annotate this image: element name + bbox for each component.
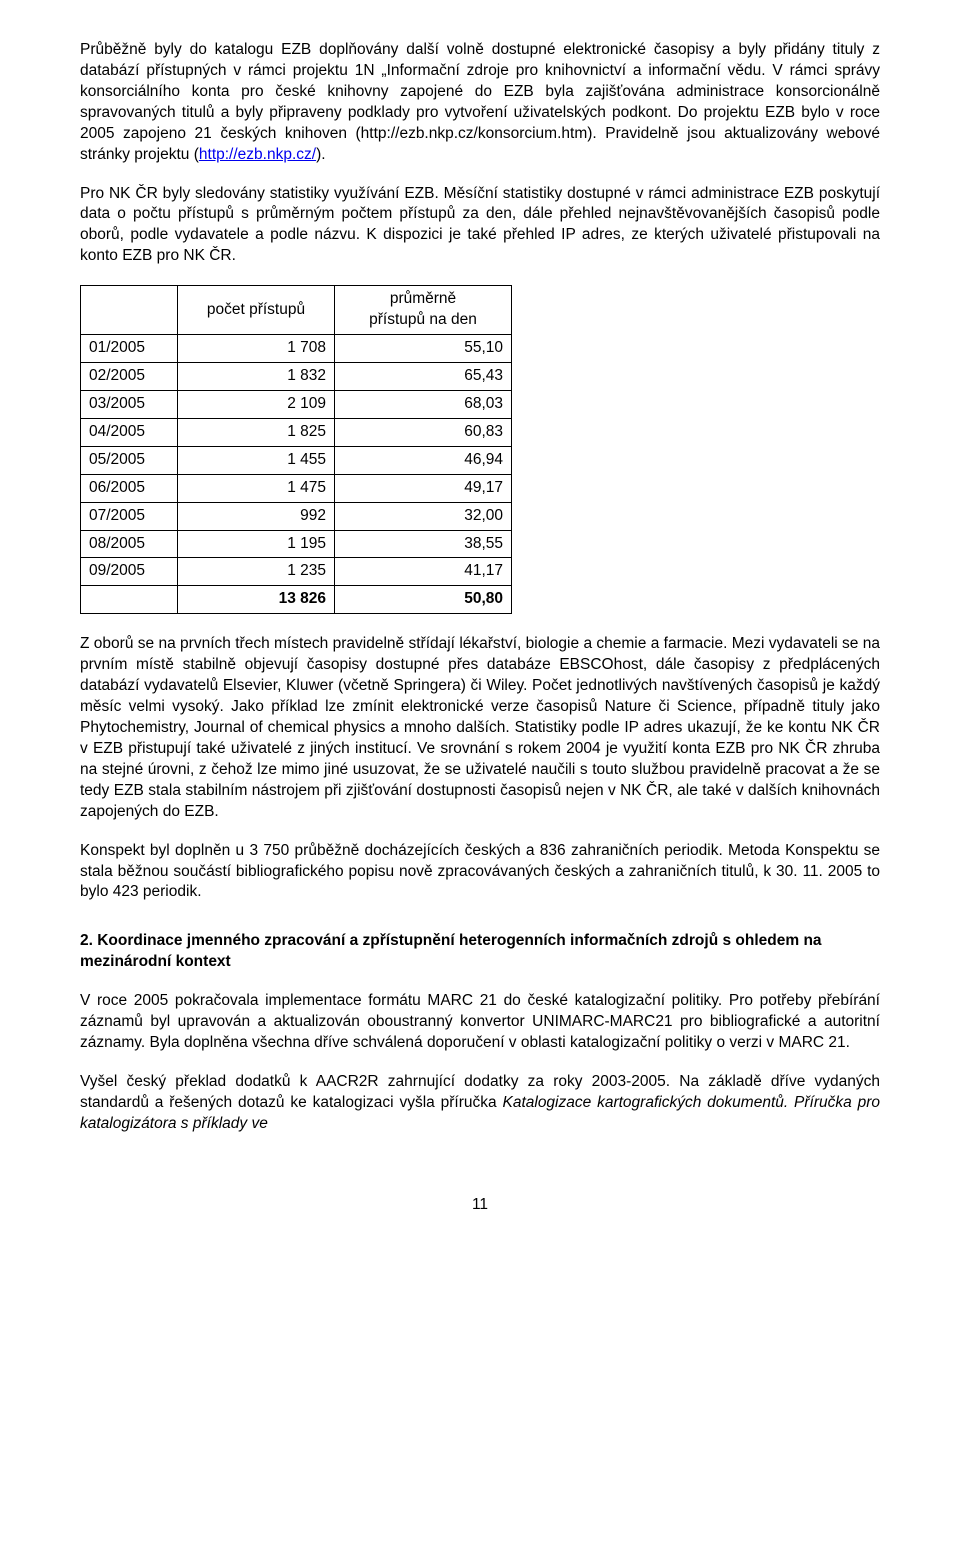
table-row: 04/2005 1 825 60,83	[81, 418, 512, 446]
table-cell-count: 2 109	[178, 390, 335, 418]
table-cell-avg: 68,03	[335, 390, 512, 418]
table-header-row: počet přístupů průměrně přístupů na den	[81, 286, 512, 335]
paragraph-1: Průběžně byly do katalogu EZB doplňovány…	[80, 40, 880, 166]
table-cell-month: 03/2005	[81, 390, 178, 418]
table-cell-count: 1 455	[178, 446, 335, 474]
table-cell-count: 1 832	[178, 362, 335, 390]
table-cell-avg: 55,10	[335, 335, 512, 363]
table-header-count: počet přístupů	[178, 286, 335, 335]
table-cell-month: 05/2005	[81, 446, 178, 474]
paragraph-6: Vyšel český překlad dodatků k AACR2R zah…	[80, 1072, 880, 1135]
table-cell-avg: 60,83	[335, 418, 512, 446]
access-stats-table: počet přístupů průměrně přístupů na den …	[80, 285, 512, 614]
table-row: 09/2005 1 235 41,17	[81, 558, 512, 586]
paragraph-1-text-a: Průběžně byly do katalogu EZB doplňovány…	[80, 41, 880, 163]
table-cell-month: 07/2005	[81, 502, 178, 530]
table-cell-month: 09/2005	[81, 558, 178, 586]
table-cell-total-count: 13 826	[178, 586, 335, 614]
table-cell-count: 1 195	[178, 530, 335, 558]
table-row: 03/2005 2 109 68,03	[81, 390, 512, 418]
table-row-total: 13 826 50,80	[81, 586, 512, 614]
paragraph-4: Konspekt byl doplněn u 3 750 průběžně do…	[80, 841, 880, 904]
table-row: 08/2005 1 195 38,55	[81, 530, 512, 558]
paragraph-3: Z oborů se na prvních třech místech prav…	[80, 634, 880, 822]
table-header-avg-l2: přístupů na den	[369, 311, 477, 328]
table-row: 06/2005 1 475 49,17	[81, 474, 512, 502]
table-header-avg: průměrně přístupů na den	[335, 286, 512, 335]
table-cell-avg: 41,17	[335, 558, 512, 586]
table-row: 07/2005 992 32,00	[81, 502, 512, 530]
table-cell-avg: 32,00	[335, 502, 512, 530]
table-cell-count: 1 825	[178, 418, 335, 446]
paragraph-2: Pro NK ČR byly sledovány statistiky využ…	[80, 184, 880, 268]
table-cell-total-blank	[81, 586, 178, 614]
table-header-blank	[81, 286, 178, 335]
table-row: 01/2005 1 708 55,10	[81, 335, 512, 363]
page-number: 11	[80, 1195, 880, 1216]
table-row: 02/2005 1 832 65,43	[81, 362, 512, 390]
table-cell-month: 02/2005	[81, 362, 178, 390]
table-cell-count: 992	[178, 502, 335, 530]
table-cell-total-avg: 50,80	[335, 586, 512, 614]
table-cell-month: 06/2005	[81, 474, 178, 502]
ezb-link[interactable]: http://ezb.nkp.cz/	[199, 146, 316, 163]
paragraph-5: V roce 2005 pokračovala implementace for…	[80, 991, 880, 1054]
table-row: 05/2005 1 455 46,94	[81, 446, 512, 474]
section-heading-2: 2. Koordinace jmenného zpracování a zpří…	[80, 931, 880, 973]
table-cell-month: 04/2005	[81, 418, 178, 446]
table-cell-month: 01/2005	[81, 335, 178, 363]
document-page: Průběžně byly do katalogu EZB doplňovány…	[0, 0, 960, 1256]
table-cell-avg: 49,17	[335, 474, 512, 502]
table-body: 01/2005 1 708 55,10 02/2005 1 832 65,43 …	[81, 335, 512, 614]
table-cell-count: 1 475	[178, 474, 335, 502]
table-header-avg-l1: průměrně	[390, 290, 456, 307]
table-cell-count: 1 235	[178, 558, 335, 586]
table-cell-avg: 46,94	[335, 446, 512, 474]
table-cell-avg: 38,55	[335, 530, 512, 558]
table-cell-month: 08/2005	[81, 530, 178, 558]
table-cell-avg: 65,43	[335, 362, 512, 390]
paragraph-1-text-b: ).	[316, 146, 325, 163]
table-cell-count: 1 708	[178, 335, 335, 363]
